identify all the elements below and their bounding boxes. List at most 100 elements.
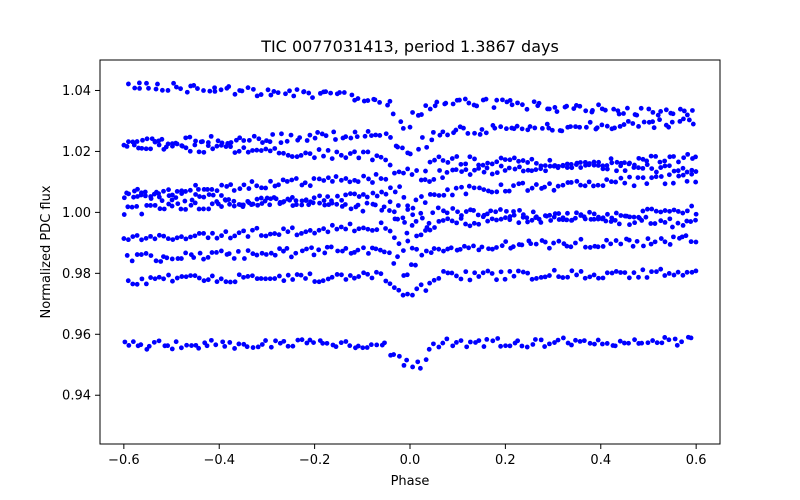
data-point	[400, 292, 406, 298]
data-point	[383, 278, 389, 284]
data-point	[329, 198, 334, 204]
data-point	[524, 215, 530, 221]
data-point	[255, 202, 261, 208]
data-point	[321, 226, 327, 232]
data-point	[378, 176, 384, 181]
data-point	[427, 106, 433, 112]
data-point	[255, 344, 261, 350]
data-point	[547, 163, 553, 169]
data-point	[361, 173, 367, 179]
data-point	[423, 228, 428, 233]
data-point	[674, 342, 680, 348]
data-point	[564, 103, 570, 109]
data-point	[281, 150, 286, 156]
data-point	[361, 225, 366, 231]
data-point	[188, 273, 194, 279]
data-point	[502, 188, 508, 194]
data-point	[640, 175, 646, 181]
x-tick-label: −0.6	[108, 453, 140, 468]
data-point	[621, 111, 626, 116]
data-point	[583, 162, 588, 168]
data-point	[218, 276, 224, 282]
data-point	[444, 336, 450, 342]
data-point	[681, 116, 686, 122]
data-point	[556, 217, 562, 222]
data-point	[498, 207, 503, 212]
data-point	[639, 218, 645, 223]
data-point	[228, 140, 234, 145]
data-point	[201, 230, 207, 236]
data-point	[663, 107, 669, 113]
data-point	[506, 165, 512, 171]
data-point	[631, 214, 637, 220]
data-point	[405, 238, 411, 244]
data-point	[658, 174, 664, 179]
data-point	[268, 344, 274, 350]
data-point	[494, 277, 499, 283]
data-point	[201, 206, 206, 212]
data-point	[498, 269, 504, 275]
data-point	[680, 165, 686, 171]
data-point	[466, 183, 472, 189]
data-point	[343, 192, 349, 198]
data-point	[310, 95, 315, 100]
data-point	[479, 244, 485, 250]
data-point	[148, 233, 153, 239]
y-tick-label: 1.02	[62, 145, 91, 160]
data-point	[263, 276, 268, 282]
data-point	[289, 254, 294, 260]
data-point	[560, 163, 566, 169]
data-point	[343, 277, 349, 282]
data-point	[154, 189, 159, 195]
data-point	[432, 103, 438, 109]
data-point	[427, 280, 433, 286]
data-point	[675, 209, 681, 214]
data-point	[320, 278, 326, 284]
data-point	[419, 135, 425, 140]
data-point	[565, 210, 570, 216]
data-point	[205, 187, 210, 192]
data-point	[365, 271, 370, 277]
data-point	[246, 186, 252, 191]
data-point	[467, 154, 473, 160]
data-point	[466, 100, 472, 106]
data-point	[547, 273, 552, 278]
y-axis: 0.94 0.96 0.98 1.00 1.02 1.04	[62, 84, 100, 404]
data-point	[622, 168, 628, 174]
data-point	[675, 269, 681, 275]
data-point	[552, 104, 558, 110]
data-point	[587, 209, 592, 215]
data-point	[609, 270, 615, 276]
data-point	[342, 202, 348, 207]
data-point	[365, 129, 371, 134]
y-tick-label: 0.98	[62, 267, 91, 282]
data-point	[232, 91, 238, 97]
data-point	[158, 259, 164, 264]
data-point	[636, 155, 642, 161]
data-point	[196, 345, 202, 351]
data-point	[648, 153, 654, 159]
data-point	[307, 337, 313, 343]
data-point	[364, 200, 370, 206]
data-point	[599, 122, 605, 128]
data-point	[331, 129, 337, 135]
data-point	[213, 342, 219, 348]
data-point	[241, 138, 247, 143]
data-point	[228, 235, 233, 241]
data-point	[559, 128, 565, 134]
data-point	[284, 138, 290, 144]
data-point	[662, 335, 668, 340]
data-point	[395, 254, 400, 260]
data-point	[551, 187, 557, 193]
data-point	[184, 342, 190, 348]
data-point	[317, 193, 322, 199]
data-point	[205, 277, 211, 283]
data-point	[348, 135, 354, 141]
data-point	[500, 97, 505, 103]
data-point	[152, 276, 158, 282]
data-point	[414, 233, 419, 239]
data-point	[259, 250, 265, 256]
data-point	[602, 107, 608, 113]
data-point	[329, 156, 335, 162]
data-point	[196, 275, 202, 281]
